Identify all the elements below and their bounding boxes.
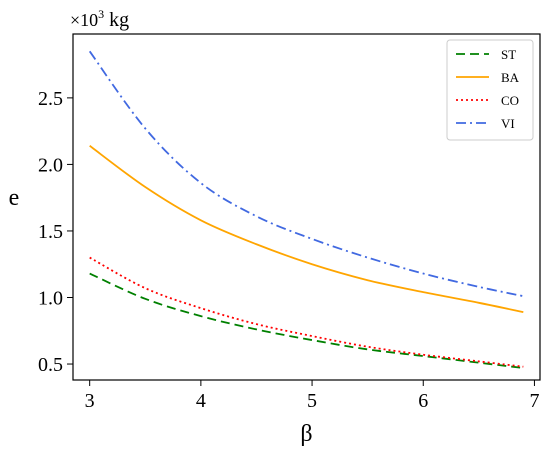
series-line-vi	[88, 50, 524, 298]
series-line-ba	[89, 145, 524, 314]
y-unit-exponent: 3	[98, 7, 104, 21]
y-unit-prefix: ×10	[70, 10, 98, 30]
x-tick-label: 4	[196, 390, 206, 412]
x-tick-label: 6	[418, 390, 428, 412]
legend-label-co: CO	[501, 93, 519, 108]
legend-items: ST BA CO VI	[456, 47, 520, 131]
y-unit-suffix: kg	[104, 9, 129, 31]
series-line-st	[89, 272, 524, 369]
legend-label-st: ST	[501, 47, 516, 62]
y-unit-label: ×103 kg	[70, 7, 129, 31]
legend-box	[446, 39, 534, 141]
x-tick-label: 7	[529, 390, 539, 412]
plot-area-frame	[72, 33, 541, 381]
series-line-co	[89, 256, 524, 368]
legend-label-vi: VI	[501, 116, 515, 131]
y-tick-label: 0.5	[38, 354, 63, 376]
y-tick-label: 1.0	[38, 287, 63, 309]
y-axis-label: e	[9, 185, 20, 211]
x-tick-label: 3	[85, 390, 95, 412]
y-tick-label: 2.5	[38, 88, 63, 110]
legend-label-ba: BA	[501, 70, 520, 85]
x-tick-label: 5	[307, 390, 317, 412]
legend: ST BA CO VI	[446, 39, 534, 141]
y-tick-label: 2.0	[38, 154, 63, 176]
y-tick-label: 1.5	[38, 221, 63, 243]
series-layer	[88, 50, 524, 369]
ticks-layer: 3 4 5 6 7 0.5 1.0 1.5 2.0 2.5	[38, 88, 539, 412]
x-axis-label: β	[300, 421, 312, 447]
